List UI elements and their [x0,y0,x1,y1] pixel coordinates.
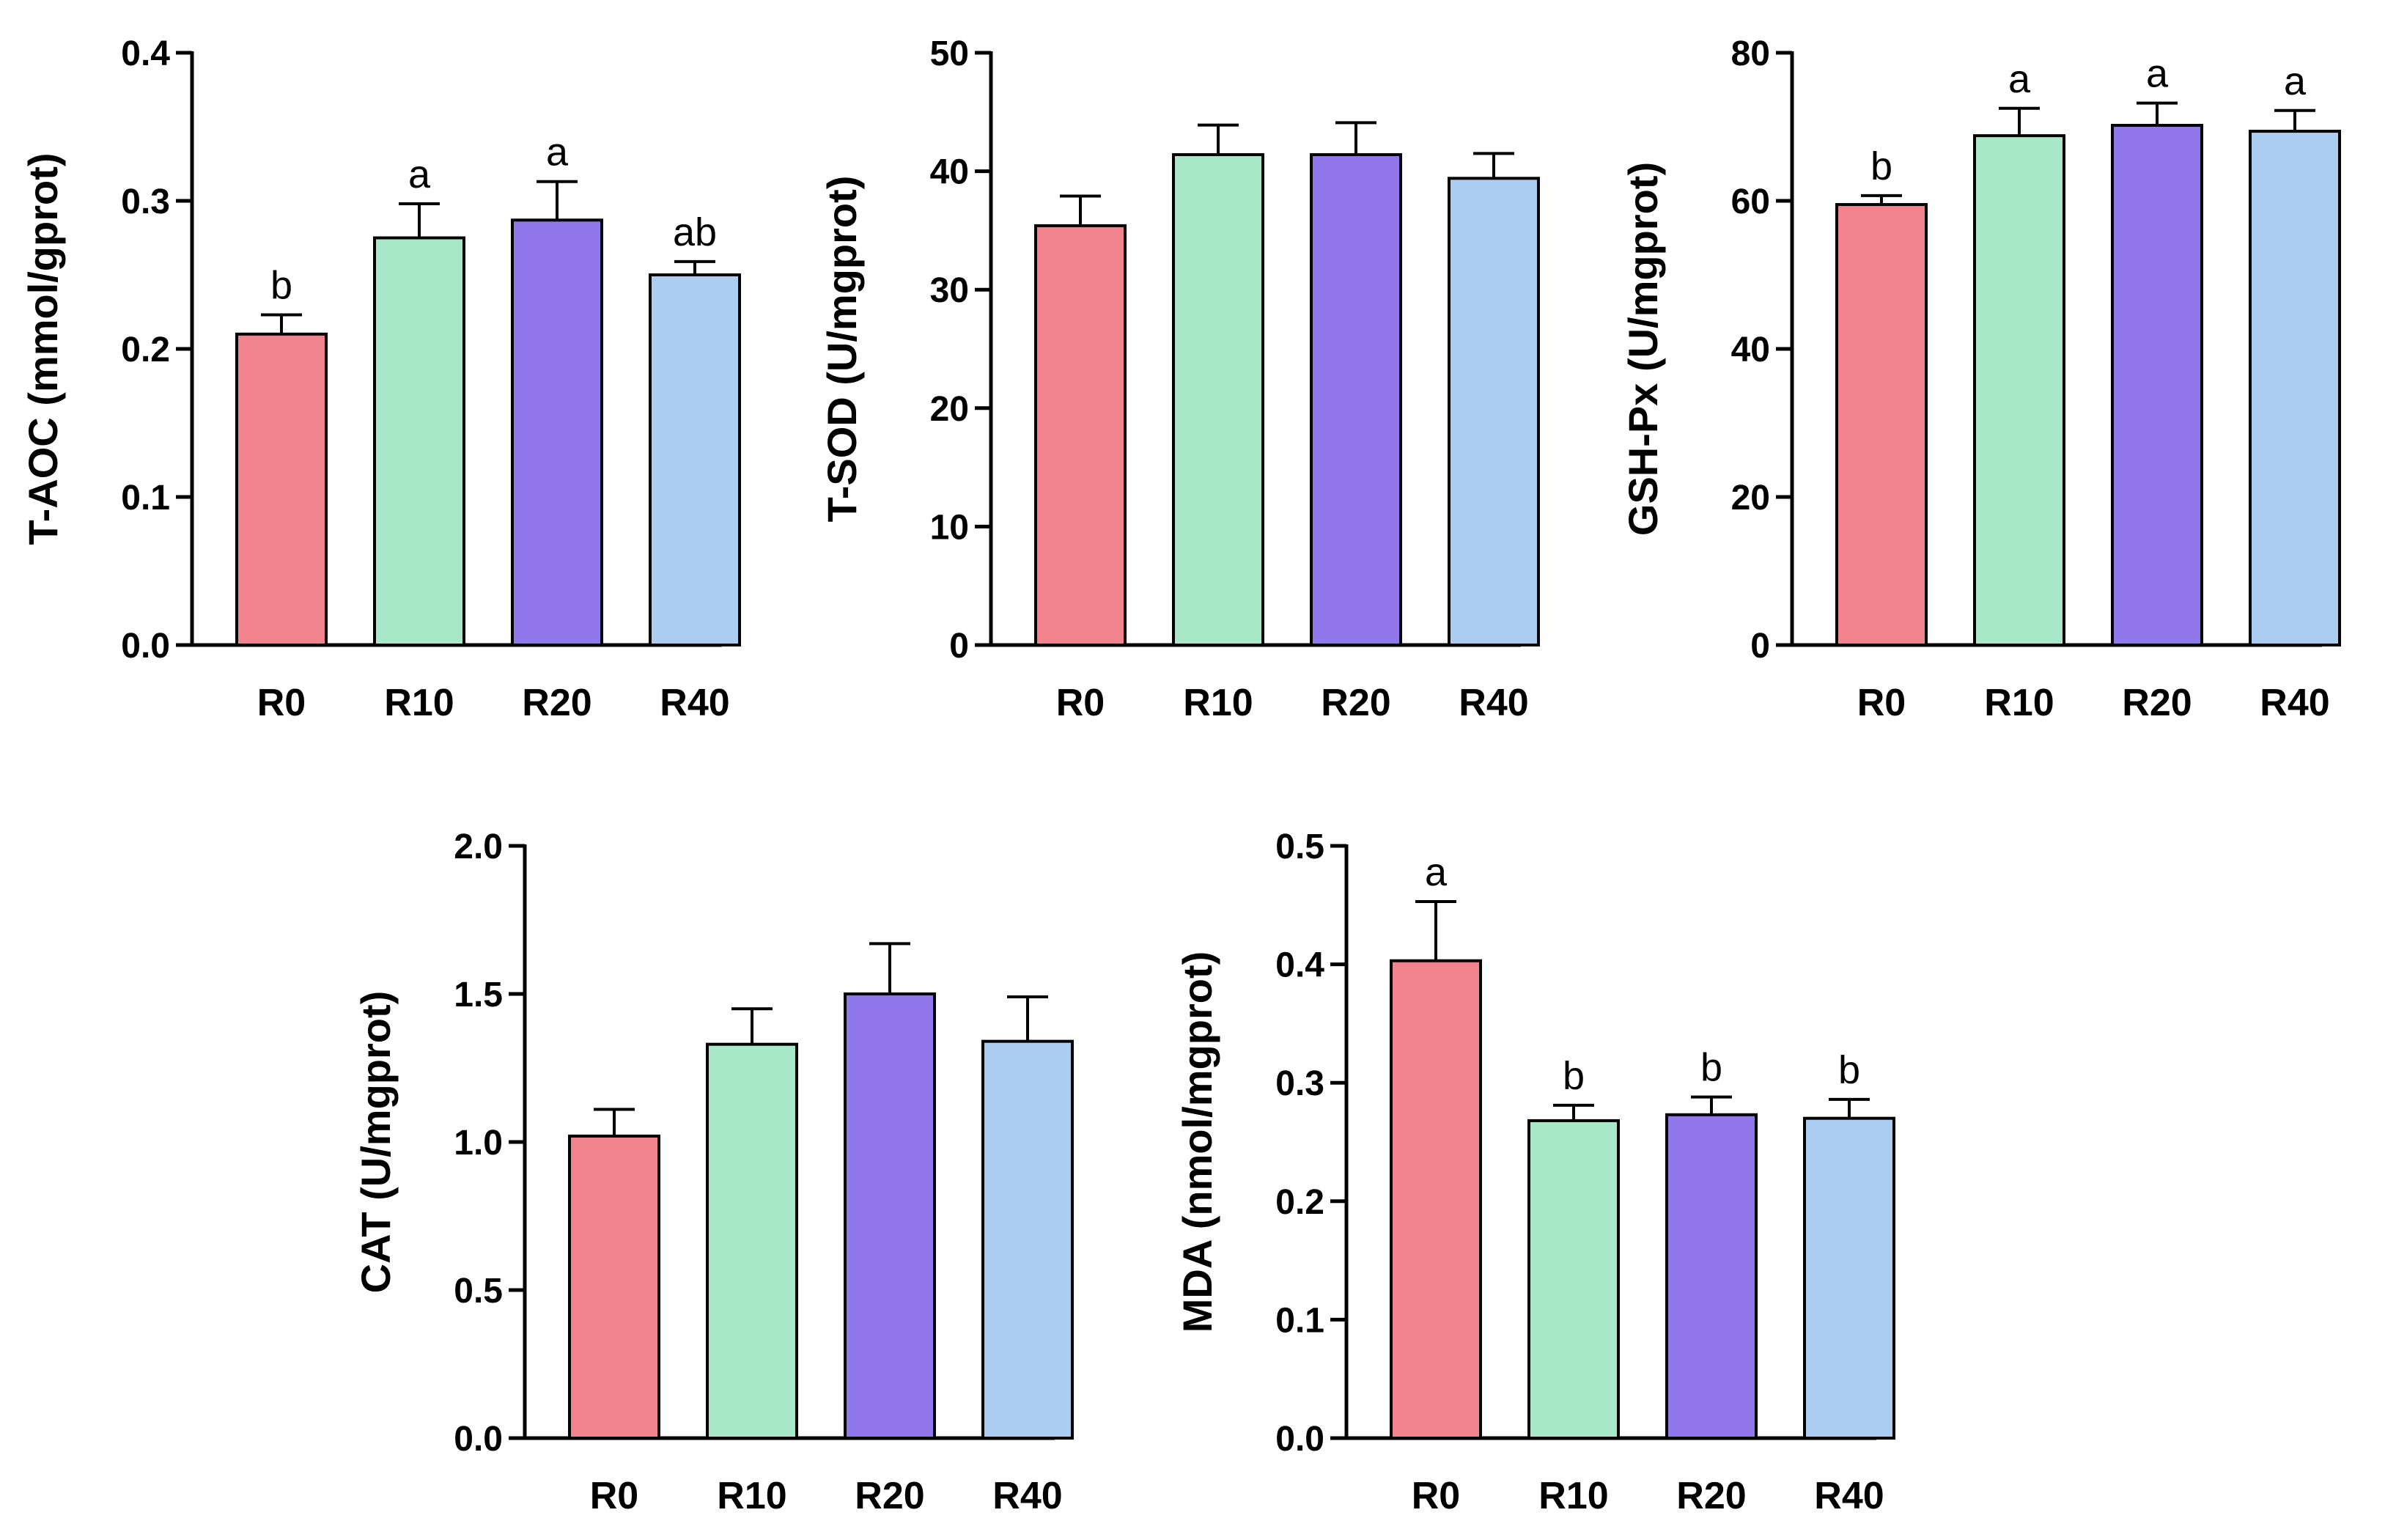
x-tick-label: R0 [1412,1475,1460,1517]
bar-r40 [2249,130,2341,646]
y-tick-label: 50 [930,34,969,73]
bar-r10 [706,1042,798,1440]
significance-label: a [2146,52,2169,96]
x-tick-label: R10 [717,1475,786,1517]
chart-mda: 0.0 0.1 0.2 0.3 0.4 0.5 MDA (nmol/mgprot) R0 a R1… [1154,793,1895,1526]
bar-r40 [649,273,741,646]
significance-label: a [2284,59,2307,103]
y-axis-label: T-AOC (mmol/gprot) [20,152,66,545]
x-tick-label: R40 [2260,682,2329,724]
significance-label: b [1870,144,1892,188]
x-tick-label: R20 [1321,682,1390,724]
y-tick-label: 40 [930,153,969,192]
significance-label: a [2008,57,2031,101]
bar-r0 [1390,959,1482,1440]
chart-cat: 0.0 0.5 1.0 1.5 2.0 CAT (U/mgprot) R0 R10 R20 R40 [333,793,1074,1526]
significance-label: b [1563,1054,1585,1098]
x-tick-label: R40 [1814,1475,1884,1517]
y-tick-label: 0.2 [1275,1183,1324,1222]
y-tick-label: 20 [930,390,969,429]
y-tick-label: 1.5 [454,976,503,1014]
y-tick-label: 0 [1750,627,1770,666]
y-tick-label: 80 [1731,34,1770,73]
y-axis-label: GSH-Px (U/mgprot) [1620,162,1666,536]
x-tick-label: R20 [855,1475,924,1517]
y-tick-label: 10 [930,508,969,547]
y-tick-label: 0.3 [1275,1064,1324,1103]
bar-r20 [511,218,603,646]
y-tick-label: 0.5 [454,1272,503,1311]
y-tick-label: 20 [1731,479,1770,517]
x-tick-label: R0 [590,1475,638,1517]
chart-svg: 0.0 0.5 1.0 1.5 2.0 CAT (U/mgprot) R0 R10 R20 R40 [353,828,1074,1517]
y-axis-label: MDA (nmol/mgprot) [1174,951,1220,1333]
x-tick-label: R10 [1984,682,2054,724]
x-tick-label: R0 [1857,682,1906,724]
x-tick-label: R10 [1538,1475,1608,1517]
y-tick-label: 0.5 [1275,828,1324,866]
significance-label: a [546,130,569,174]
y-tick-label: 40 [1731,331,1770,369]
y-tick-label: 0.0 [1275,1420,1324,1459]
y-tick-label: 0.1 [1275,1301,1324,1340]
bar-r40 [1448,177,1540,646]
x-tick-label: R10 [1183,682,1253,724]
x-tick-label: R0 [257,682,306,724]
y-tick-label: 0.0 [454,1420,503,1459]
bar-r0 [1034,224,1127,647]
y-axis-label: CAT (U/mgprot) [353,991,399,1294]
y-tick-label: 1.0 [454,1124,503,1163]
y-tick-label: 0.4 [1275,946,1324,985]
bar-r20 [2111,123,2203,647]
y-tick-label: 0.3 [121,183,170,221]
y-tick-label: 60 [1731,183,1770,221]
significance-label: a [1425,850,1448,894]
bar-r0 [1835,203,1928,646]
significance-label: b [270,264,292,308]
chart-svg: 0 20 40 60 80 GSH-Px (U/mgprot) R0 b R10 a R20 a R40… [1620,34,2341,724]
chart-t-sod: 0 10 20 30 40 50 T-SOD (U/mgprot) R0 R10 R20 R40 [799,0,1540,733]
y-tick-label: 0.4 [121,34,170,73]
y-tick-label: 0.0 [121,627,170,666]
bar-r20 [1310,152,1402,646]
x-tick-label: R0 [1056,682,1105,724]
bar-r20 [844,992,936,1440]
x-tick-label: R10 [384,682,454,724]
y-tick-label: 0.1 [121,479,170,517]
significance-label: a [408,152,431,196]
y-tick-label: 2.0 [454,828,503,866]
bar-r40 [1803,1116,1895,1440]
significance-label: ab [673,210,717,254]
bar-r10 [1527,1119,1620,1440]
chart-svg: 0 10 20 30 40 50 T-SOD (U/mgprot) R0 R10 R20 R40 [819,34,1540,724]
bar-r10 [373,236,465,646]
x-tick-label: R40 [660,682,729,724]
x-tick-label: R20 [2122,682,2192,724]
x-tick-label: R20 [522,682,591,724]
bar-r10 [1172,152,1264,646]
x-tick-label: R20 [1676,1475,1746,1517]
bar-r20 [1665,1113,1758,1440]
chart-svg: 0.0 0.1 0.2 0.3 0.4 0.5 MDA (nmol/mgprot) R0 a R1… [1174,828,1895,1517]
chart-t-aoc: 0.0 0.1 0.2 0.3 0.4 T-AOC (mmol/gprot) R0 b R10 a… [0,0,741,733]
bar-r0 [235,332,328,646]
chart-svg: 0.0 0.1 0.2 0.3 0.4 T-AOC (mmol/gprot) R0 b R10 a… [20,34,741,724]
significance-label: b [1838,1048,1860,1092]
x-tick-label: R40 [1459,682,1528,724]
y-tick-label: 0 [949,627,969,666]
y-tick-label: 0.2 [121,331,170,369]
y-tick-label: 30 [930,271,969,310]
y-axis-label: T-SOD (U/mgprot) [819,176,865,523]
significance-label: b [1700,1046,1722,1090]
bar-r10 [1973,134,2065,646]
chart-gsh-px: 0 20 40 60 80 GSH-Px (U/mgprot) R0 b R10 a R20 a R40… [1600,0,2341,733]
bar-r0 [568,1134,660,1440]
x-tick-label: R40 [992,1475,1062,1517]
bar-r40 [981,1039,1074,1440]
